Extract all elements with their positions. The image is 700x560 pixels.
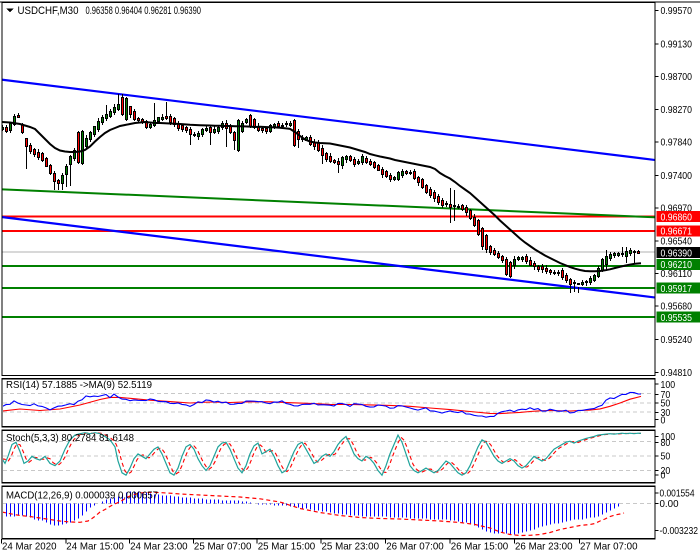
- svg-text:70: 70: [661, 389, 671, 401]
- svg-text:-0.003232: -0.003232: [660, 525, 699, 537]
- svg-text:50: 50: [661, 451, 671, 463]
- svg-text:0.96671: 0.96671: [661, 226, 693, 238]
- svg-text:0.94810: 0.94810: [661, 367, 693, 379]
- svg-text:25 Mar 15:00: 25 Mar 15:00: [258, 541, 316, 553]
- svg-text:0.96110: 0.96110: [661, 268, 693, 280]
- svg-text:0.97400: 0.97400: [661, 170, 693, 182]
- svg-text:24 Mar 23:00: 24 Mar 23:00: [130, 541, 188, 553]
- svg-text:80: 80: [661, 437, 671, 449]
- svg-text:25 Mar 07:00: 25 Mar 07:00: [194, 541, 252, 553]
- svg-text:0.96390: 0.96390: [661, 247, 693, 259]
- svg-text:100: 100: [661, 431, 676, 443]
- svg-text:26 Mar 23:00: 26 Mar 23:00: [515, 541, 573, 553]
- svg-text:0.001554: 0.001554: [660, 488, 695, 500]
- svg-text:0.98270: 0.98270: [661, 104, 693, 116]
- svg-text:25 Mar 23:00: 25 Mar 23:00: [322, 541, 380, 553]
- svg-text:RSI(14) 57.1885 ->MA(9) 52.51: RSI(14) 57.1885 ->MA(9) 52.5119: [6, 379, 152, 391]
- svg-text:USDCHF,M30: USDCHF,M30: [18, 5, 79, 17]
- svg-text:26 Mar 07:00: 26 Mar 07:00: [386, 541, 444, 553]
- svg-text:0.96210: 0.96210: [661, 259, 693, 271]
- svg-text:Stoch(5,3,3) 80.2784 81.6148: Stoch(5,3,3) 80.2784 81.6148: [6, 432, 134, 444]
- svg-text:0.95917: 0.95917: [661, 283, 693, 295]
- svg-text:0.95240: 0.95240: [661, 334, 693, 346]
- svg-text:0.00: 0.00: [660, 498, 679, 510]
- svg-text:100: 100: [661, 379, 676, 391]
- svg-text:50: 50: [661, 398, 671, 410]
- svg-text:20: 20: [661, 465, 671, 477]
- svg-text:0.99570: 0.99570: [661, 5, 693, 17]
- svg-text:30: 30: [661, 407, 671, 419]
- svg-text:0.96540: 0.96540: [661, 235, 693, 247]
- svg-text:0.97840: 0.97840: [661, 137, 693, 149]
- svg-text:0: 0: [661, 470, 666, 482]
- svg-text:0.95535: 0.95535: [661, 312, 693, 324]
- svg-text:24 Mar 15:00: 24 Mar 15:00: [66, 541, 124, 553]
- svg-text:0.98700: 0.98700: [661, 71, 693, 83]
- svg-text:0: 0: [661, 414, 666, 426]
- svg-text:MACD(12,26,9) 0.000039 0.00065: MACD(12,26,9) 0.000039 0.000657: [6, 489, 158, 501]
- svg-text:24 Mar 2020: 24 Mar 2020: [2, 541, 57, 553]
- svg-text:27 Mar 07:00: 27 Mar 07:00: [580, 541, 638, 553]
- svg-text:0.95680: 0.95680: [661, 301, 693, 313]
- svg-text:0.96358 0.96404 0.96281 0.9639: 0.96358 0.96404 0.96281 0.96390: [86, 5, 202, 17]
- svg-text:0.96860: 0.96860: [661, 211, 693, 223]
- svg-text:0.99130: 0.99130: [661, 39, 693, 51]
- svg-text:26 Mar 15:00: 26 Mar 15:00: [451, 541, 509, 553]
